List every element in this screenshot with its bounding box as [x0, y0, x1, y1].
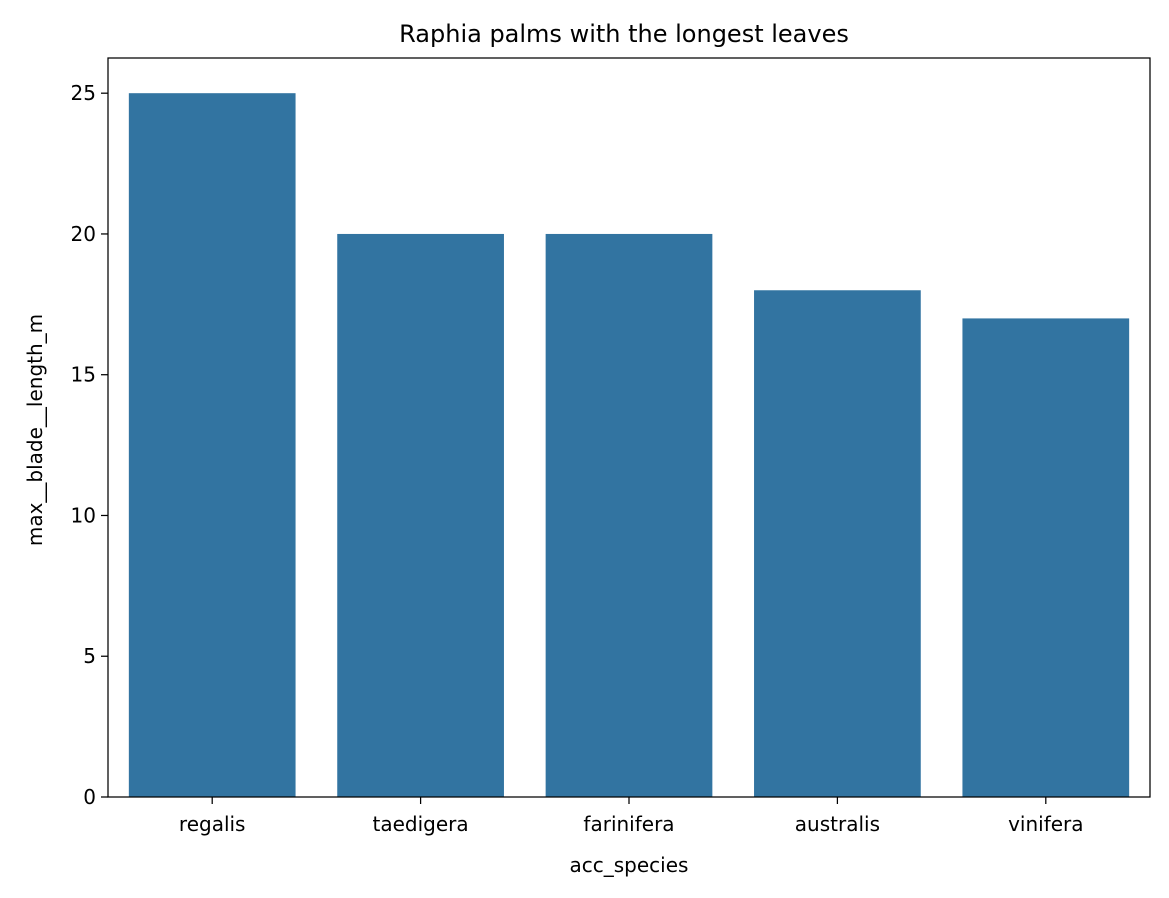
y-axis-ticks: 0 5 10 15 20 25	[71, 81, 108, 809]
x-tick-label: vinifera	[1008, 812, 1083, 836]
x-tick-label: taedigera	[373, 812, 469, 836]
y-tick-label: 20	[71, 222, 96, 246]
x-tick-label: regalis	[179, 812, 246, 836]
bars-layer	[128, 93, 1130, 797]
bar-farinifera	[545, 233, 713, 797]
y-tick-label: 0	[83, 785, 96, 809]
y-tick-label: 10	[71, 503, 96, 527]
y-tick-label: 25	[71, 81, 96, 105]
x-axis-label: acc_species	[570, 853, 689, 877]
bar-vinifera	[962, 318, 1130, 797]
x-axis-ticks: regalis taedigera farinifera australis vinif…	[179, 797, 1084, 836]
chart-title: Raphia palms with the longest leaves	[399, 20, 849, 48]
y-axis-label: max__blade__length_m	[23, 314, 47, 546]
x-tick-label: farinifera	[583, 812, 674, 836]
plot-frame	[107, 57, 1151, 798]
bar-australis	[754, 290, 921, 797]
x-tick-label: australis	[795, 812, 880, 836]
y-tick-label: 15	[71, 363, 96, 387]
bar-regalis	[128, 93, 296, 797]
y-tick-label: 5	[83, 644, 96, 668]
bar-taedigera	[337, 233, 504, 797]
